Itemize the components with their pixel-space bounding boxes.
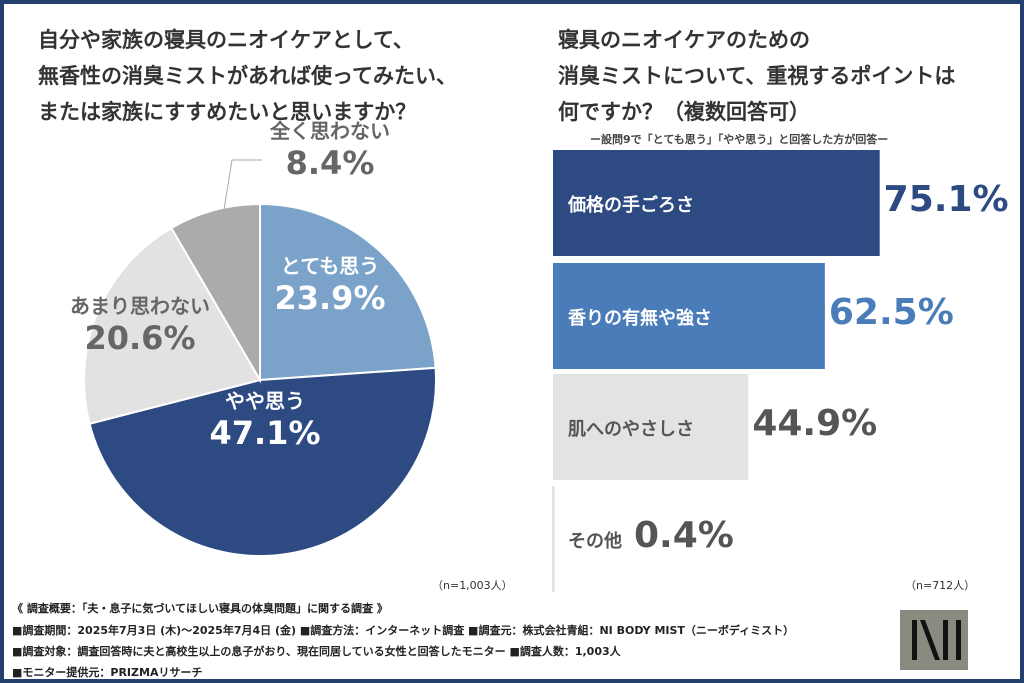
slice-name: 全く思わない [270, 119, 390, 143]
slice-name: あまり思わない [70, 294, 210, 318]
pie-slice-label: 全く思わない 8.4% [250, 115, 410, 182]
bar-title: 寝具のニオイケアのための 消臭ミストについて、重視するポイントは 何ですか？（複… [558, 22, 955, 130]
title-line: 消臭ミストについて、重視するポイントは [558, 64, 956, 88]
footer-line: ■調査期間：2025年7月3日 (木)～2025年7月4日 (金) ■調査方法：… [12, 624, 795, 637]
slice-name: やや思う [225, 389, 305, 413]
bar-value-label: 44.9% [752, 403, 878, 444]
slice-value: 20.6% [84, 319, 196, 357]
footer-line: 《 調査概要：「夫・息子に気づいてほしい寝具の体臭問題」に関する調査 》 [12, 602, 388, 615]
bar-value-label: 62.5% [828, 292, 954, 333]
bar [553, 263, 825, 369]
bar [553, 150, 880, 256]
bar [553, 486, 555, 592]
bar-category-label: 価格の手ごろさ [568, 195, 694, 216]
pie-sample-size: （n=1,003人） [432, 579, 513, 592]
pie-slice [83, 226, 262, 425]
pie-slice-label: あまり思わない 20.6% [60, 290, 220, 357]
bar-subtitle: ー設問9で「とても思う」「やや思う」と回答した方が回答ー [590, 133, 889, 146]
pie-slice [169, 202, 261, 384]
bar-value-label: 0.4% [634, 515, 734, 556]
pie-title: 自分や家族の寝具のニオイケアとして、 無香性の消臭ミストがあれば使ってみたい、 … [38, 22, 457, 130]
title-line: 自分や家族の寝具のニオイケアとして、 [38, 28, 414, 52]
slice-value: 23.9% [274, 279, 386, 317]
footer-line: ■モニター提供元：PRIZMAリサーチ [12, 666, 203, 679]
pie-slice-label: やや思う 47.1% [185, 385, 345, 452]
leader-line [221, 159, 262, 223]
bar-value-label: 75.1% [883, 179, 1009, 220]
slice-value: 8.4% [285, 144, 375, 182]
pie-slice [259, 202, 437, 382]
bar-category-label: 香りの有無や強さ [568, 308, 712, 329]
title-line: 何ですか？（複数回答可） [558, 100, 810, 124]
slice-name: とても思う [280, 254, 380, 278]
pie-slice-label: とても思う 23.9% [250, 250, 410, 317]
bar-category-label: 肌へのやさしさ [568, 419, 694, 440]
footer-line: ■調査対象：調査回答時に夫と高校生以上の息子がおり、現在同居している女性と回答し… [12, 645, 621, 658]
title-line: または家族にすすめたいと思いますか？ [38, 100, 417, 124]
title-line: 寝具のニオイケアのための [558, 28, 810, 52]
slice-value: 47.1% [209, 414, 321, 452]
title-line: 無香性の消臭ミストがあれば使ってみたい、 [38, 64, 457, 88]
bar-sample-size: （n=712人） [905, 579, 976, 592]
bar [553, 374, 749, 480]
pie-slice [88, 366, 437, 557]
bar-category-label: その他 [568, 531, 622, 552]
brand-logo [900, 610, 968, 670]
